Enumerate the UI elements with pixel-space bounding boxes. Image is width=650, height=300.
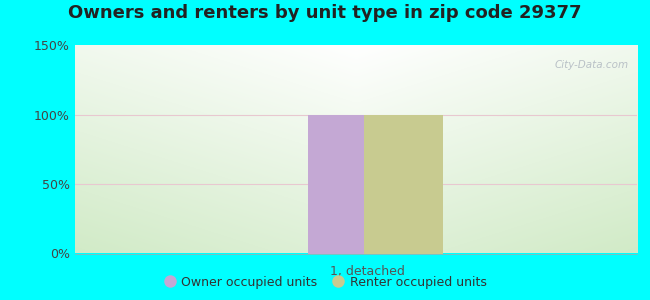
Text: City-Data.com: City-Data.com xyxy=(554,60,629,70)
Text: 1, detached: 1, detached xyxy=(330,266,405,278)
Bar xyxy=(308,115,387,254)
Text: Owners and renters by unit type in zip code 29377: Owners and renters by unit type in zip c… xyxy=(68,4,582,22)
Legend: Owner occupied units, Renter occupied units: Owner occupied units, Renter occupied un… xyxy=(159,271,491,294)
Bar xyxy=(364,115,443,254)
